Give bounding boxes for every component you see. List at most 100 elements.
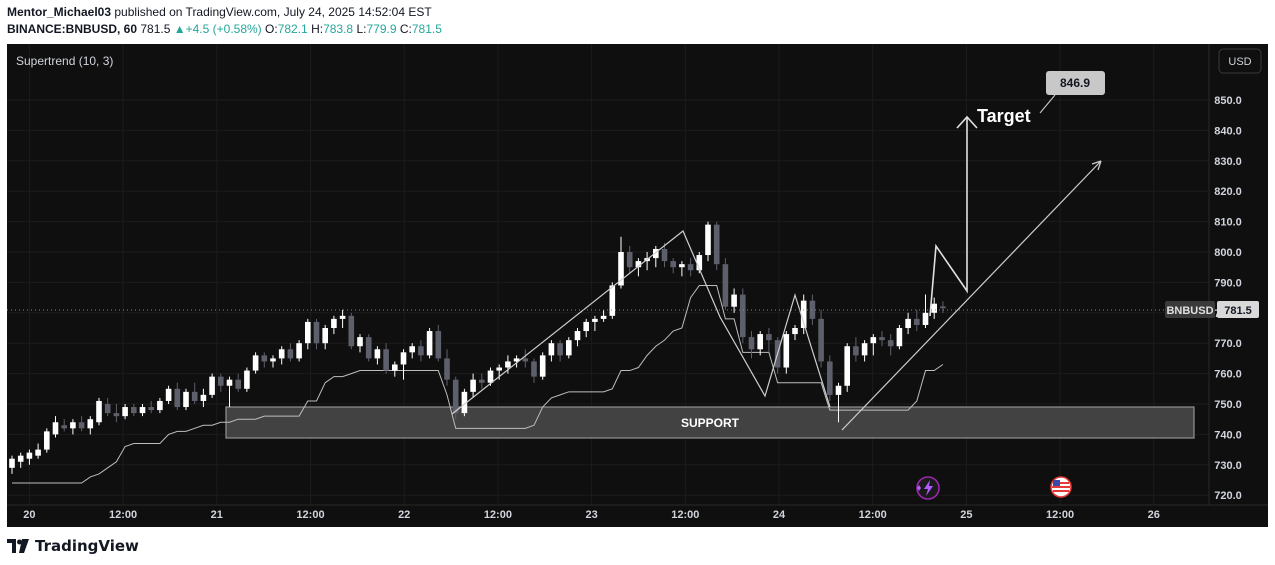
candle-body	[653, 248, 659, 259]
price-tag-value-bg	[1217, 301, 1259, 318]
pattern-zigzag	[451, 230, 831, 415]
candle-body	[296, 343, 302, 359]
candle-body	[331, 318, 337, 328]
candle-body	[35, 449, 41, 456]
time-tick-label: 26	[1148, 509, 1160, 521]
candle-body	[661, 248, 668, 262]
open-value: 782.1	[277, 22, 308, 36]
currency-button-frame	[1218, 48, 1262, 74]
price-tick-label: 730.0	[1214, 460, 1242, 472]
candle-body	[879, 337, 885, 341]
close-label: C:	[399, 22, 412, 36]
price-tag: BNBUSD 781.5	[1165, 301, 1259, 318]
candle-body	[870, 337, 877, 344]
price-tag-value: 781.5	[1224, 305, 1252, 317]
target-arrow-head	[956, 115, 978, 129]
candle-body	[87, 419, 94, 429]
supertrend-path	[12, 284, 944, 484]
price-tick-label: 770.0	[1214, 338, 1242, 350]
candle-body	[252, 355, 259, 371]
candle-body	[940, 306, 946, 309]
time-tick-label: 23	[585, 509, 597, 521]
target-callout	[1046, 71, 1105, 95]
candle-body	[809, 300, 816, 319]
footer-brand[interactable]: TradingView	[7, 537, 139, 555]
price-tick-label: 830.0	[1214, 156, 1242, 168]
candle-body	[566, 340, 572, 356]
author-name[interactable]: Mentor_Michael03	[7, 5, 112, 19]
price-axis[interactable]: 720.0730.0740.0750.0760.0770.0780.0790.0…	[1214, 95, 1242, 502]
candle-body	[757, 334, 763, 350]
candle-body	[931, 303, 937, 313]
candle-body	[278, 349, 285, 359]
candle-body	[139, 407, 146, 414]
candle-body	[740, 294, 746, 338]
arrow-tip-line-2	[1097, 160, 1102, 171]
grid-lines	[7, 44, 1209, 505]
candle-body	[618, 252, 624, 286]
us-flag-icon[interactable]	[1050, 476, 1072, 498]
time-axis[interactable]: 20 12:00 21 12:00 22 12:00 23 12:00 24 12:00 25 12:…	[23, 509, 1160, 521]
candle-body	[626, 252, 633, 268]
price-change: +4.5 (+0.58%)	[185, 22, 262, 36]
high-value: 783.8	[323, 22, 354, 36]
candle-body	[418, 346, 424, 356]
price-tick-label: 820.0	[1214, 186, 1242, 198]
candle-body	[270, 358, 276, 362]
up-triangle-icon: ▲	[173, 22, 186, 36]
support-zone: SUPPORT	[225, 406, 1195, 439]
candle-body	[539, 355, 546, 377]
price-tick-label: 810.0	[1214, 217, 1242, 229]
candle-body	[513, 358, 520, 362]
time-tick-label: 12:00	[671, 509, 699, 521]
candle-body	[218, 376, 224, 386]
candle-body	[905, 318, 911, 328]
candle-body	[435, 331, 442, 359]
target-label: Target	[977, 106, 1031, 126]
candle-body	[17, 455, 24, 462]
candle-body	[861, 343, 868, 356]
time-tick-label: 12:00	[484, 509, 512, 521]
candle-body	[9, 458, 15, 468]
currency-button[interactable]: USD	[1218, 48, 1262, 74]
candle-body	[244, 370, 250, 389]
event-earnings-icon[interactable]	[916, 476, 940, 500]
candle-body	[670, 261, 676, 268]
projection-path	[929, 118, 968, 317]
candle-body	[200, 394, 207, 401]
price-tick-label: 800.0	[1214, 247, 1242, 259]
candle-body	[174, 388, 181, 408]
candle-body	[392, 364, 398, 371]
price-tick-label: 790.0	[1214, 277, 1242, 289]
tradingview-logo-icon	[7, 539, 29, 553]
time-tick-label: 12:00	[296, 509, 324, 521]
chart-background	[7, 44, 1268, 527]
candle-body	[600, 315, 607, 319]
candle-body	[844, 346, 850, 386]
flag-stripe-1	[1053, 482, 1069, 484]
indicator-label[interactable]: Supertrend (10, 3)	[16, 54, 113, 68]
candle-body	[104, 404, 111, 414]
candle-body	[183, 391, 189, 408]
candle-body	[748, 337, 755, 350]
candle-body	[409, 346, 415, 353]
candle-body	[365, 337, 372, 359]
candle-body	[592, 318, 598, 322]
candle-body	[853, 346, 859, 356]
candle-body	[479, 379, 485, 383]
sparkle-icon	[917, 485, 921, 491]
arrow-tip-line	[1091, 160, 1102, 165]
symbol-interval: BINANCE:BNBUSD, 60	[7, 22, 138, 36]
candle-body	[574, 331, 581, 341]
candle-body	[426, 331, 433, 356]
candle-body	[165, 388, 172, 401]
price-tick-label: 840.0	[1214, 125, 1242, 137]
candle-body	[922, 312, 929, 325]
candle-body	[339, 315, 346, 319]
candle-body	[679, 264, 685, 268]
support-rect	[225, 406, 1195, 439]
flag-canton	[1053, 480, 1060, 486]
candle-body	[52, 422, 59, 435]
last-price: 781.5	[140, 22, 171, 36]
